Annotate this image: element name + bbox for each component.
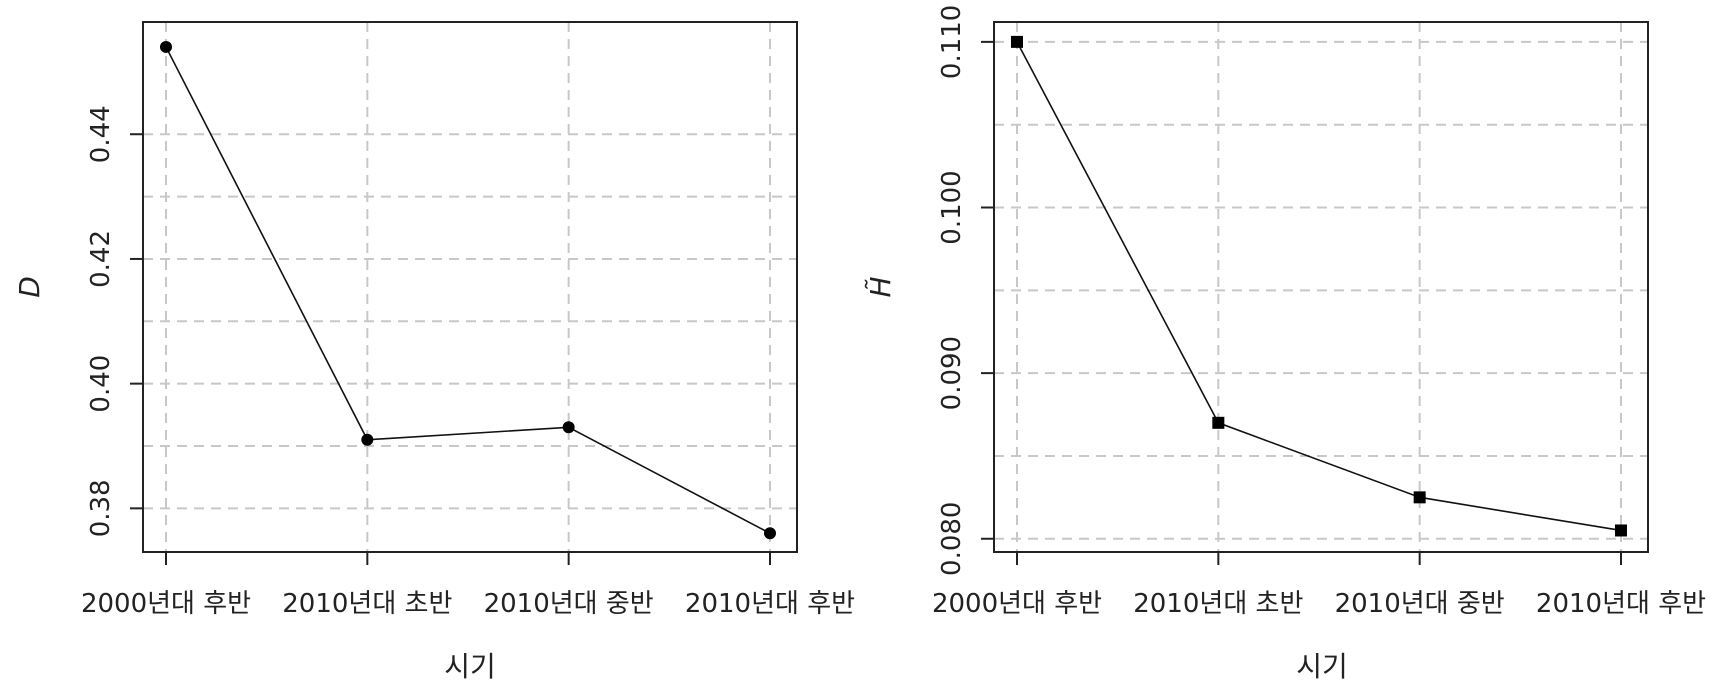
data-point — [1413, 491, 1426, 504]
data-point — [361, 433, 374, 446]
y-tick-label: 0.44 — [86, 105, 116, 163]
x-axis-title: 시기 — [1296, 650, 1348, 683]
grid — [994, 22, 1648, 552]
data-point — [562, 421, 575, 434]
plot-frame — [142, 21, 798, 553]
grid — [143, 22, 797, 552]
y-tick-label: 0.42 — [86, 230, 116, 288]
series-line — [165, 46, 771, 535]
y-tick-label: 0.38 — [86, 479, 116, 537]
y-axis-title: H̃ — [864, 276, 897, 297]
x-tick-label: 2010년대 후반 — [685, 589, 855, 619]
data-point — [1614, 524, 1627, 537]
y-tick-label: 0.40 — [86, 355, 116, 413]
series-line — [1016, 41, 1622, 532]
y-tick-label: 0.080 — [937, 502, 967, 576]
x-tick-label: 2000년대 후반 — [932, 589, 1102, 619]
x-tick-label: 2010년대 중반 — [1335, 589, 1505, 619]
x-tick-label: 2010년대 초반 — [282, 589, 452, 619]
data-point — [1212, 416, 1225, 429]
x-tick-label: 2010년대 초반 — [1133, 589, 1303, 619]
data-point — [1011, 35, 1023, 48]
x-tick-label: 2000년대 후반 — [81, 589, 251, 619]
x-axis-title: 시기 — [444, 650, 496, 683]
y-axis-title: D — [13, 276, 46, 298]
x-tick-label: 2010년대 후반 — [1536, 589, 1706, 619]
plot-frame — [993, 21, 1649, 553]
chart-panel-d: 2000년대 후반 2010년대 초반 2010년대 중반 2010년대 후반 0.38… — [13, 21, 855, 683]
data-point — [160, 40, 172, 53]
y-tick-label: 0.090 — [937, 336, 967, 410]
y-tick-label: 0.100 — [937, 170, 967, 244]
data-point — [763, 527, 776, 540]
chart-panel-h-tilde: 2000년대 후반 2010년대 초반 2010년대 중반 2010년대 후반 0.08… — [864, 5, 1706, 683]
y-tick-label: 0.110 — [937, 5, 967, 79]
x-tick-label: 2010년대 중반 — [484, 589, 654, 619]
